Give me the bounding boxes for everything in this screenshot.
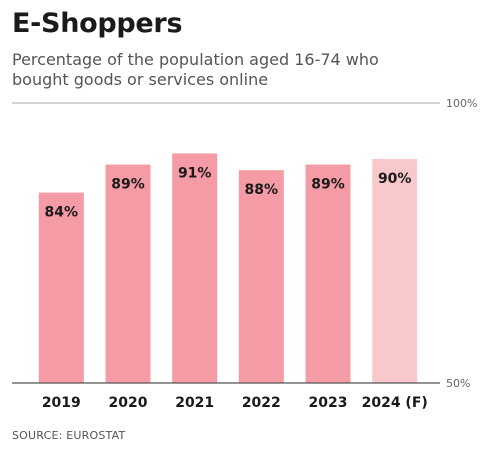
bar-2021: [172, 153, 218, 383]
bars-group: 84% 89% 91% 88% 89% 90%: [38, 153, 418, 383]
y-tick-label-bottom: 50%: [446, 377, 470, 390]
x-tick-label: 2021: [175, 395, 214, 411]
bar-value-label: 89%: [111, 177, 145, 193]
x-axis-labels: 2019 2020 2021 2022 2023 2024 (F): [42, 395, 428, 411]
bar-value-label: 88%: [245, 182, 279, 198]
x-tick-label: 2023: [309, 395, 348, 411]
bar-2024-f: [372, 159, 418, 383]
chart-subtitle: Percentage of the population aged 16-74 …: [12, 50, 379, 89]
bar-2022: [238, 170, 284, 383]
x-tick-label: 2024 (F): [362, 395, 428, 411]
bar-2023: [305, 164, 351, 383]
y-tick-label-top: 100%: [446, 97, 477, 110]
bar-value-label: 84%: [45, 205, 79, 221]
bar-value-label: 91%: [178, 165, 212, 181]
x-tick-label: 2020: [109, 395, 148, 411]
bar-2020: [105, 164, 151, 383]
source-note: SOURCE: EUROSTAT: [12, 429, 126, 442]
x-tick-label: 2022: [242, 395, 281, 411]
bar-2019: [38, 192, 84, 383]
bar-value-label: 90%: [378, 171, 412, 187]
bar-value-label: 89%: [311, 177, 345, 193]
x-tick-label: 2019: [42, 395, 81, 411]
chart-title: E-Shoppers: [12, 8, 183, 39]
